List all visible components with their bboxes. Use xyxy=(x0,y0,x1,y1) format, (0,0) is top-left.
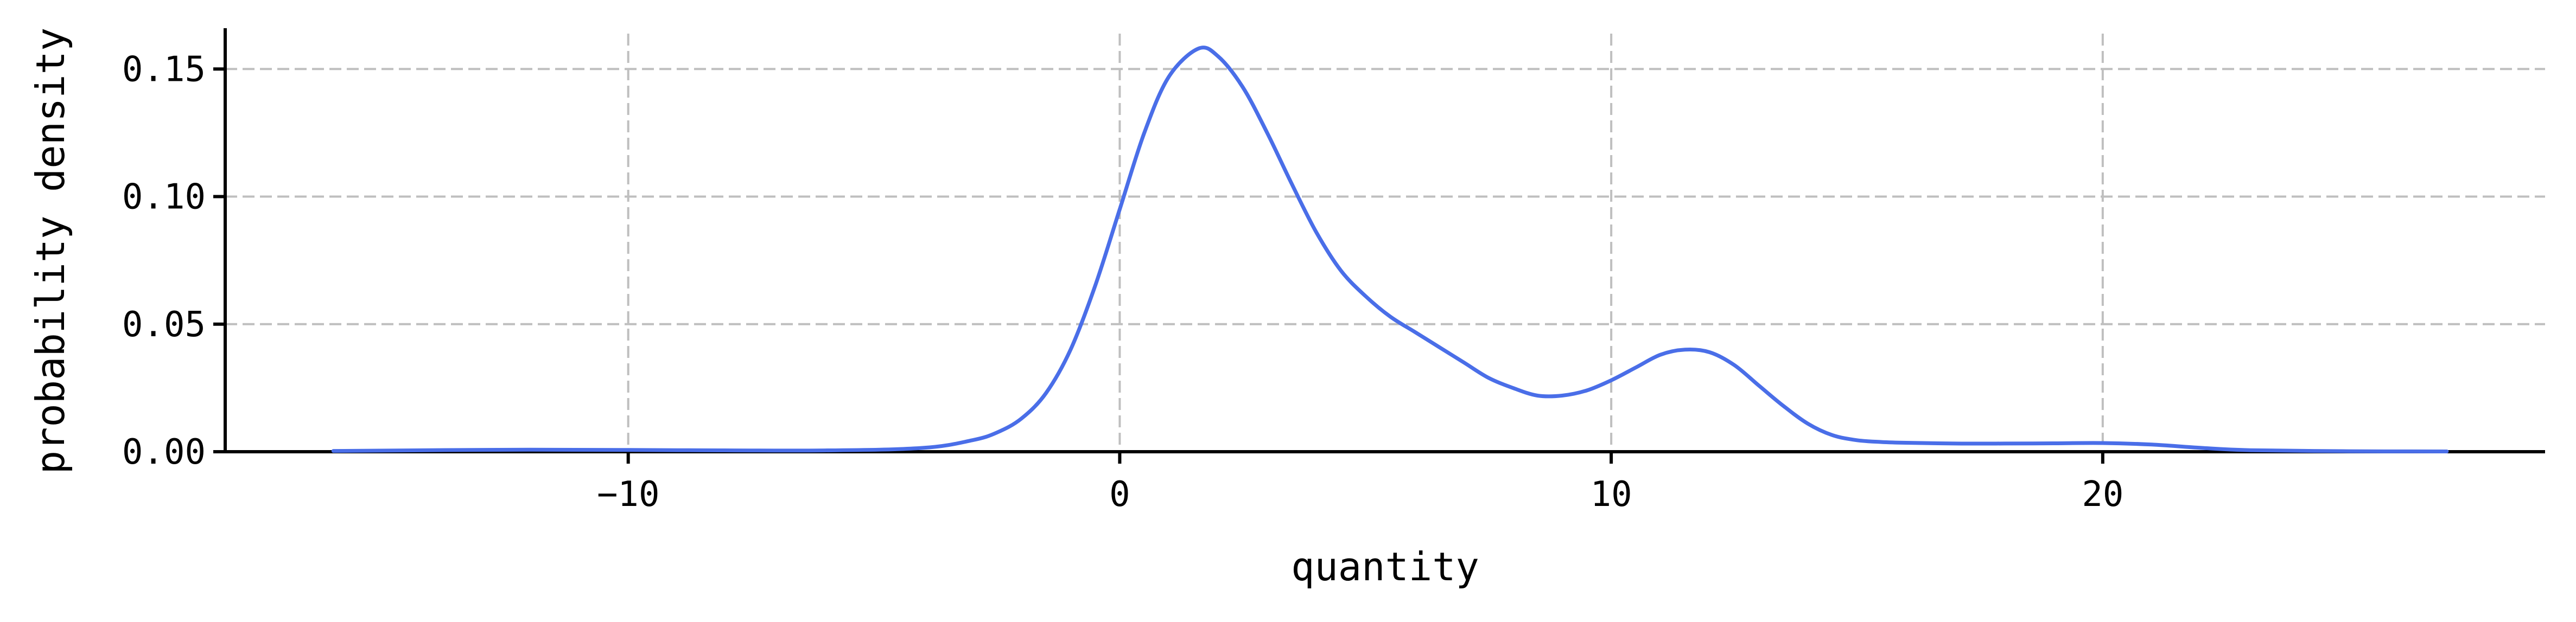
series-layer xyxy=(331,46,2449,453)
x-axis-label: quantity xyxy=(1291,544,1479,589)
axes xyxy=(224,28,2545,453)
x-tick-label: 0 xyxy=(1109,474,1130,515)
y-tick-label: 0.10 xyxy=(122,177,206,217)
x-tick-label: −10 xyxy=(597,474,660,515)
density-curve xyxy=(331,46,2449,453)
x-tick-label: 10 xyxy=(1591,474,1632,515)
y-axis-label: probability density xyxy=(28,28,73,474)
y-tick-label: 0.15 xyxy=(122,49,206,89)
y-tick-label: 0.05 xyxy=(122,305,206,345)
x-tick-label: 20 xyxy=(2082,474,2123,515)
ticks: −10 0 10 20 0.00 0.05 0.10 0.15 xyxy=(122,49,2124,515)
y-tick-label: 0.00 xyxy=(122,432,206,472)
grid-lines xyxy=(225,34,2545,452)
